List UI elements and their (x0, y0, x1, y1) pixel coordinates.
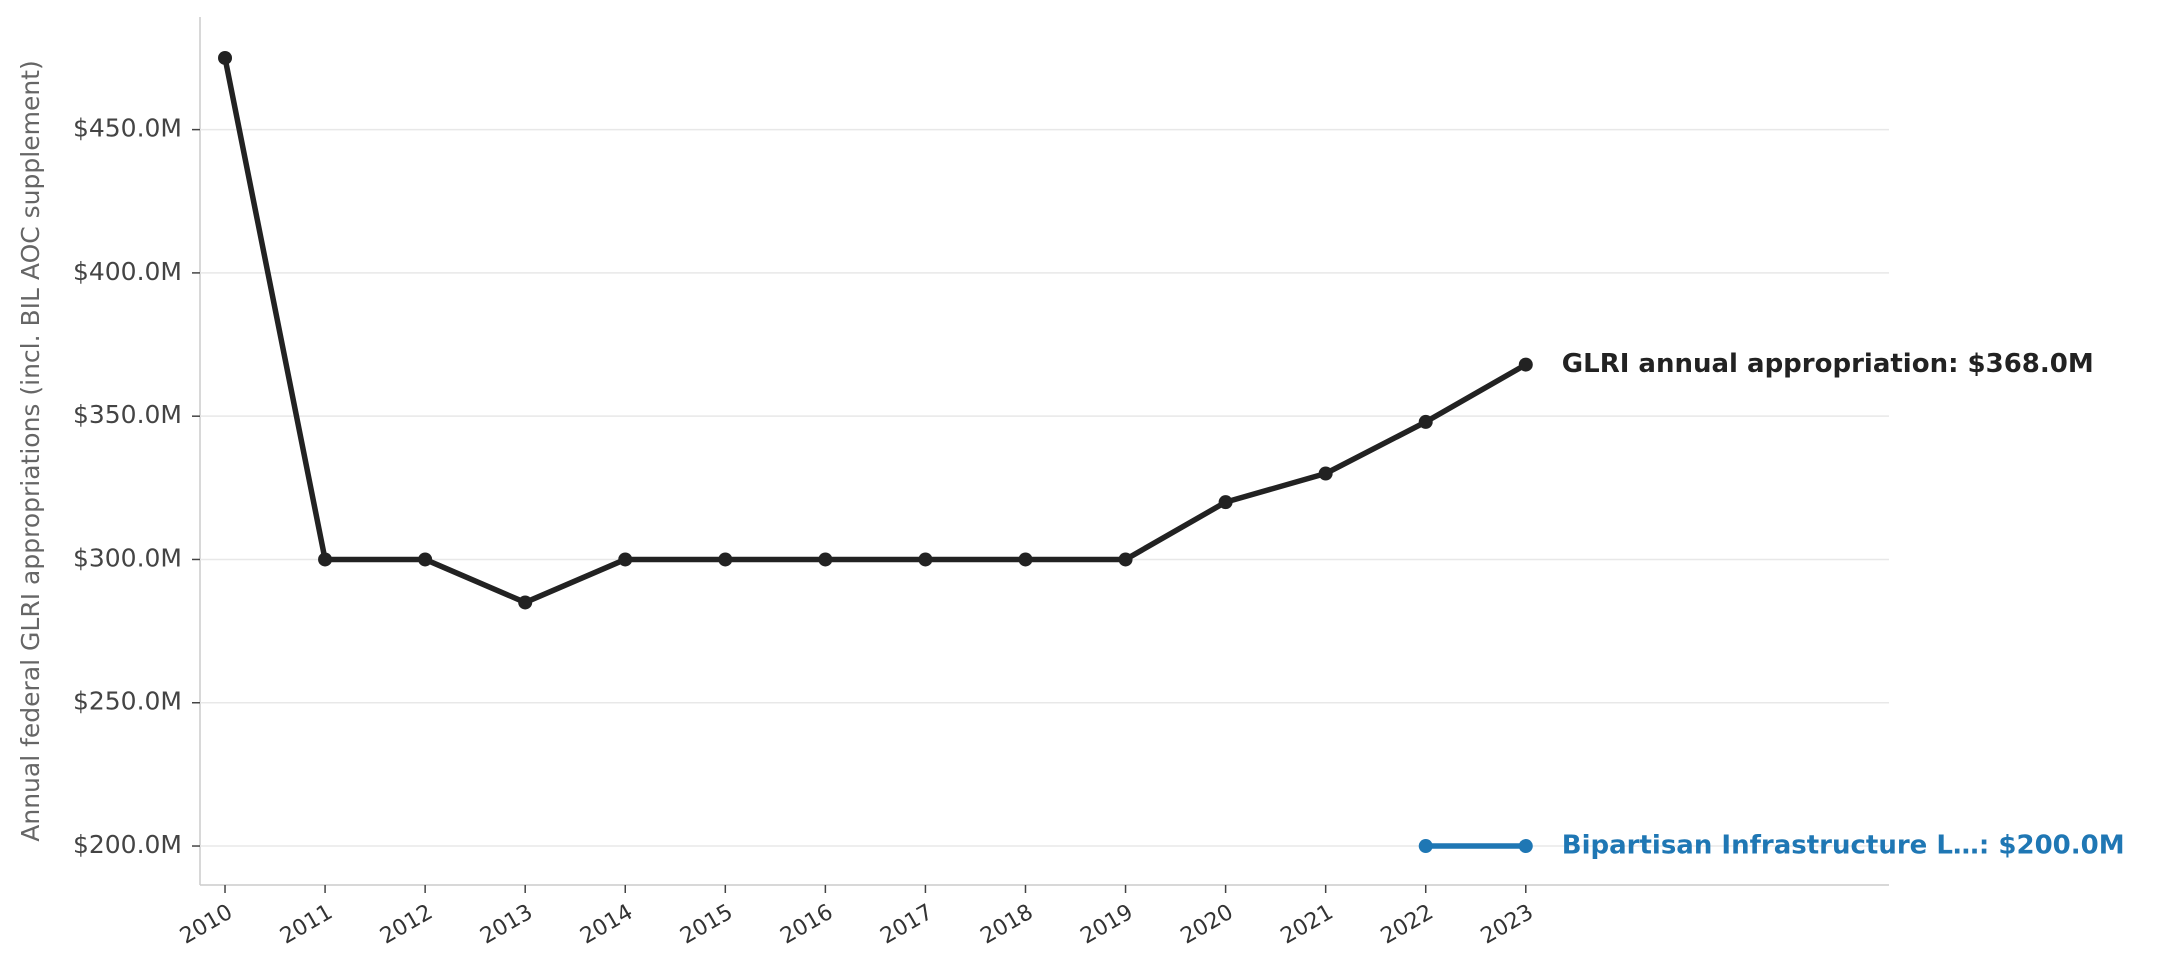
x-tick-label: 2021 (1277, 900, 1338, 950)
data-point (1318, 466, 1333, 481)
x-tick-label: 2020 (1177, 900, 1238, 950)
end-label: Bipartisan Infrastructure L…: $200.0M (1562, 831, 2125, 861)
y-tick-label: $200.0M (73, 830, 182, 859)
data-point (1418, 839, 1433, 854)
data-point (1118, 552, 1133, 567)
data-point (1218, 495, 1233, 510)
data-point (1518, 357, 1533, 372)
x-tick-label: 2019 (1077, 900, 1138, 950)
x-tick-label: 2015 (676, 900, 737, 950)
series-line (222, 57, 1528, 606)
x-tick-label: 2013 (476, 900, 537, 950)
data-point (818, 552, 833, 567)
x-tick-label: 2014 (576, 900, 637, 950)
x-tick-label: 2011 (276, 900, 337, 950)
y-tick-label: $400.0M (73, 257, 182, 286)
x-tick-label: 2018 (976, 900, 1037, 950)
data-point (918, 552, 933, 567)
y-tick-label: $250.0M (73, 687, 182, 716)
y-tick-label: $300.0M (73, 543, 182, 572)
data-point (718, 552, 733, 567)
x-tick-label: 2010 (176, 900, 237, 950)
data-point (1418, 414, 1433, 429)
x-tick-label: 2016 (776, 900, 837, 950)
data-point (1518, 839, 1533, 854)
y-tick-label: $350.0M (73, 400, 182, 429)
x-tick-label: 2017 (876, 900, 937, 950)
data-point (218, 50, 233, 65)
data-point (618, 552, 633, 567)
x-tick-label: 2022 (1377, 900, 1438, 950)
data-point (518, 595, 533, 610)
y-tick-label: $450.0M (73, 114, 182, 143)
data-point (1018, 552, 1033, 567)
end-label: GLRI annual appropriation: $368.0M (1562, 349, 2094, 379)
data-point (418, 552, 433, 567)
x-tick-label: 2012 (376, 900, 437, 950)
data-point (318, 552, 333, 567)
x-tick-label: 2023 (1477, 900, 1538, 950)
y-axis-label: Annual federal GLRI appropriations (incl… (16, 60, 45, 841)
